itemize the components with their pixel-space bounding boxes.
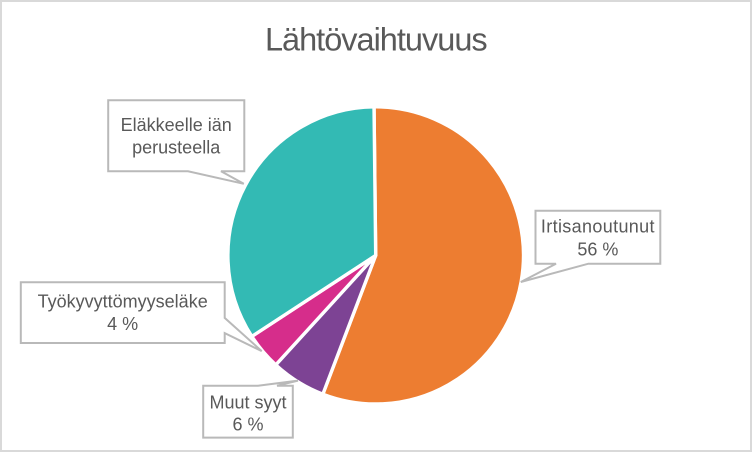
svg-text:perusteella: perusteella	[132, 138, 221, 158]
svg-text:Irtisanoutunut: Irtisanoutunut	[541, 217, 655, 237]
svg-text:6 %: 6 %	[232, 415, 263, 435]
svg-text:Työkyvyttömyyseläke: Työkyvyttömyyseläke	[38, 292, 208, 312]
svg-text:4 %: 4 %	[107, 314, 138, 334]
svg-text:Lähtövaihtuvuus: Lähtövaihtuvuus	[265, 22, 487, 58]
svg-text:Eläkkeelle iän: Eläkkeelle iän	[121, 115, 232, 135]
svg-text:56 %: 56 %	[577, 239, 618, 259]
svg-text:Muut syyt: Muut syyt	[209, 392, 286, 412]
